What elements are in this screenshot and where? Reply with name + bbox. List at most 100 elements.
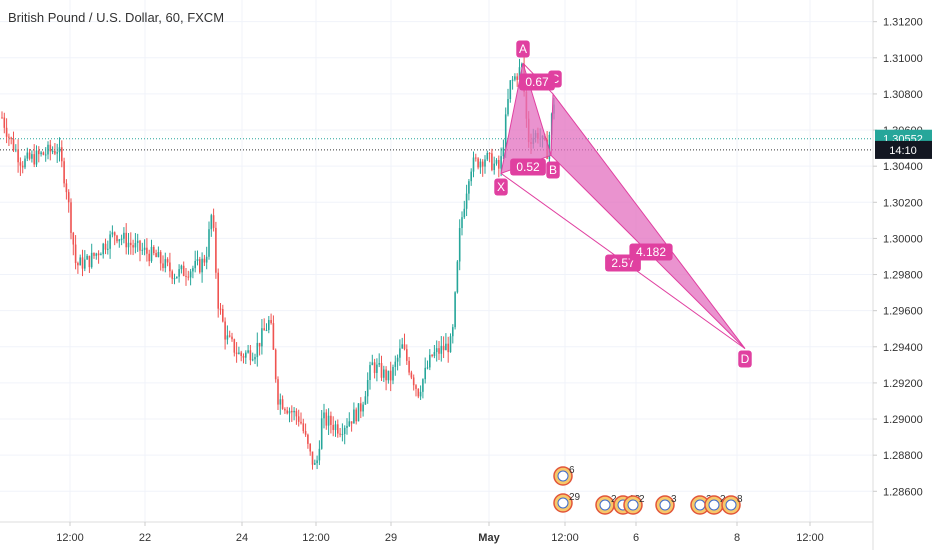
candle-body xyxy=(21,165,24,168)
candle-body xyxy=(272,323,275,350)
candle-body xyxy=(371,362,374,366)
economic-events[interactable]: 62921223228 xyxy=(553,465,743,515)
candle-body xyxy=(93,252,95,256)
candle-body xyxy=(477,158,479,168)
candle-body xyxy=(178,269,180,277)
y-tick-label: 1.29200 xyxy=(883,378,923,390)
candle-body xyxy=(465,193,468,209)
x-tick-label: May xyxy=(478,532,500,544)
event-flag-icon[interactable]: 6 xyxy=(553,465,575,486)
candle-body xyxy=(493,163,495,170)
pattern-label[interactable]: A xyxy=(516,40,530,58)
x-tick-label: 8 xyxy=(734,532,740,544)
candle-body xyxy=(63,161,65,184)
candle-body xyxy=(203,258,206,263)
candle-body xyxy=(10,137,12,139)
pattern-label-bg xyxy=(516,40,530,58)
pattern-label-text: C xyxy=(551,72,560,86)
candle-body xyxy=(383,369,385,378)
candle-body xyxy=(268,320,270,330)
candle-body xyxy=(231,336,233,340)
pattern-label[interactable]: 0.52 xyxy=(510,158,546,176)
candle-body xyxy=(166,259,169,263)
candle-body xyxy=(320,418,323,449)
candle-body xyxy=(187,276,190,278)
y-tick-label: 1.28800 xyxy=(883,450,923,462)
event-flag-icon[interactable]: 8 xyxy=(721,494,743,515)
xabcd-pattern[interactable]: X A B C D 0.67 0.52 2.574.182 xyxy=(494,40,752,368)
candle-body xyxy=(325,412,328,426)
candle-body xyxy=(70,202,72,233)
candle-body xyxy=(307,434,309,444)
candle-body xyxy=(116,235,118,242)
candle-body xyxy=(396,357,399,362)
candle-body xyxy=(182,265,185,276)
candle-body xyxy=(279,399,282,405)
candle-body xyxy=(185,275,187,277)
candle-body xyxy=(424,367,426,380)
candle-body xyxy=(507,98,509,115)
candle-body xyxy=(139,240,141,251)
candle-body xyxy=(67,192,70,203)
candle-body xyxy=(479,161,482,168)
candle-body xyxy=(419,391,422,397)
candle-body xyxy=(472,157,475,172)
pattern-label[interactable]: B xyxy=(546,161,560,179)
candle-body xyxy=(387,370,390,381)
candle-body xyxy=(484,159,486,167)
candle-body xyxy=(514,76,516,80)
candle-body xyxy=(468,181,470,194)
candle-body xyxy=(233,339,236,353)
candle-body xyxy=(222,308,224,322)
candle-body xyxy=(72,232,75,245)
candle-body xyxy=(442,345,445,351)
candle-body xyxy=(438,348,440,354)
candle-body xyxy=(169,262,171,272)
event-count: 2 xyxy=(639,494,645,505)
candle-body xyxy=(100,254,102,256)
candle-body xyxy=(79,257,81,266)
candle-body xyxy=(155,253,157,258)
candle-body xyxy=(274,349,277,380)
candle-body xyxy=(406,349,408,361)
candle-body xyxy=(120,238,123,240)
pattern-label[interactable]: 4.182 xyxy=(629,243,673,261)
event-count: 3 xyxy=(671,494,677,505)
candle-body xyxy=(130,242,132,246)
candle-body xyxy=(254,357,256,360)
candle-body xyxy=(125,232,127,248)
event-flag-icon[interactable]: 2 xyxy=(623,494,645,515)
candle-body xyxy=(314,463,316,465)
candle-body xyxy=(486,153,489,160)
event-flag-icon[interactable]: 29 xyxy=(553,492,581,513)
candle-body xyxy=(123,232,125,239)
candle-body xyxy=(49,144,52,152)
candle-body xyxy=(357,403,360,422)
pattern-label[interactable]: D xyxy=(738,350,752,368)
pattern-label[interactable]: 0.67 xyxy=(519,73,555,91)
candle-body xyxy=(339,433,341,435)
pattern-label[interactable]: X xyxy=(494,178,508,196)
event-count: 29 xyxy=(569,492,581,503)
time-axis[interactable]: 12:00 22 24 12:00 29 May 12:00 6 8 12:00 xyxy=(56,522,824,544)
candle-body xyxy=(56,152,58,154)
event-flag-icon[interactable]: 2 xyxy=(595,494,617,515)
candle-body xyxy=(51,151,54,153)
candle-body xyxy=(304,431,307,435)
price-axis[interactable]: 1.312001.310001.308001.306001.304001.302… xyxy=(873,17,923,499)
candle-body xyxy=(297,416,300,422)
candle-body xyxy=(12,138,15,151)
candle-body xyxy=(454,292,456,328)
candle-body xyxy=(293,410,295,413)
candle-body xyxy=(392,366,394,381)
candle-body xyxy=(33,154,35,165)
event-flag-icon[interactable]: 3 xyxy=(655,494,677,515)
candle-body xyxy=(17,149,19,163)
candle-body xyxy=(215,227,217,273)
candle-body xyxy=(426,367,429,369)
x-tick-label: 6 xyxy=(633,532,639,544)
x-tick-label: 22 xyxy=(139,532,151,544)
candle-body xyxy=(111,232,114,235)
candle-body xyxy=(54,151,56,154)
